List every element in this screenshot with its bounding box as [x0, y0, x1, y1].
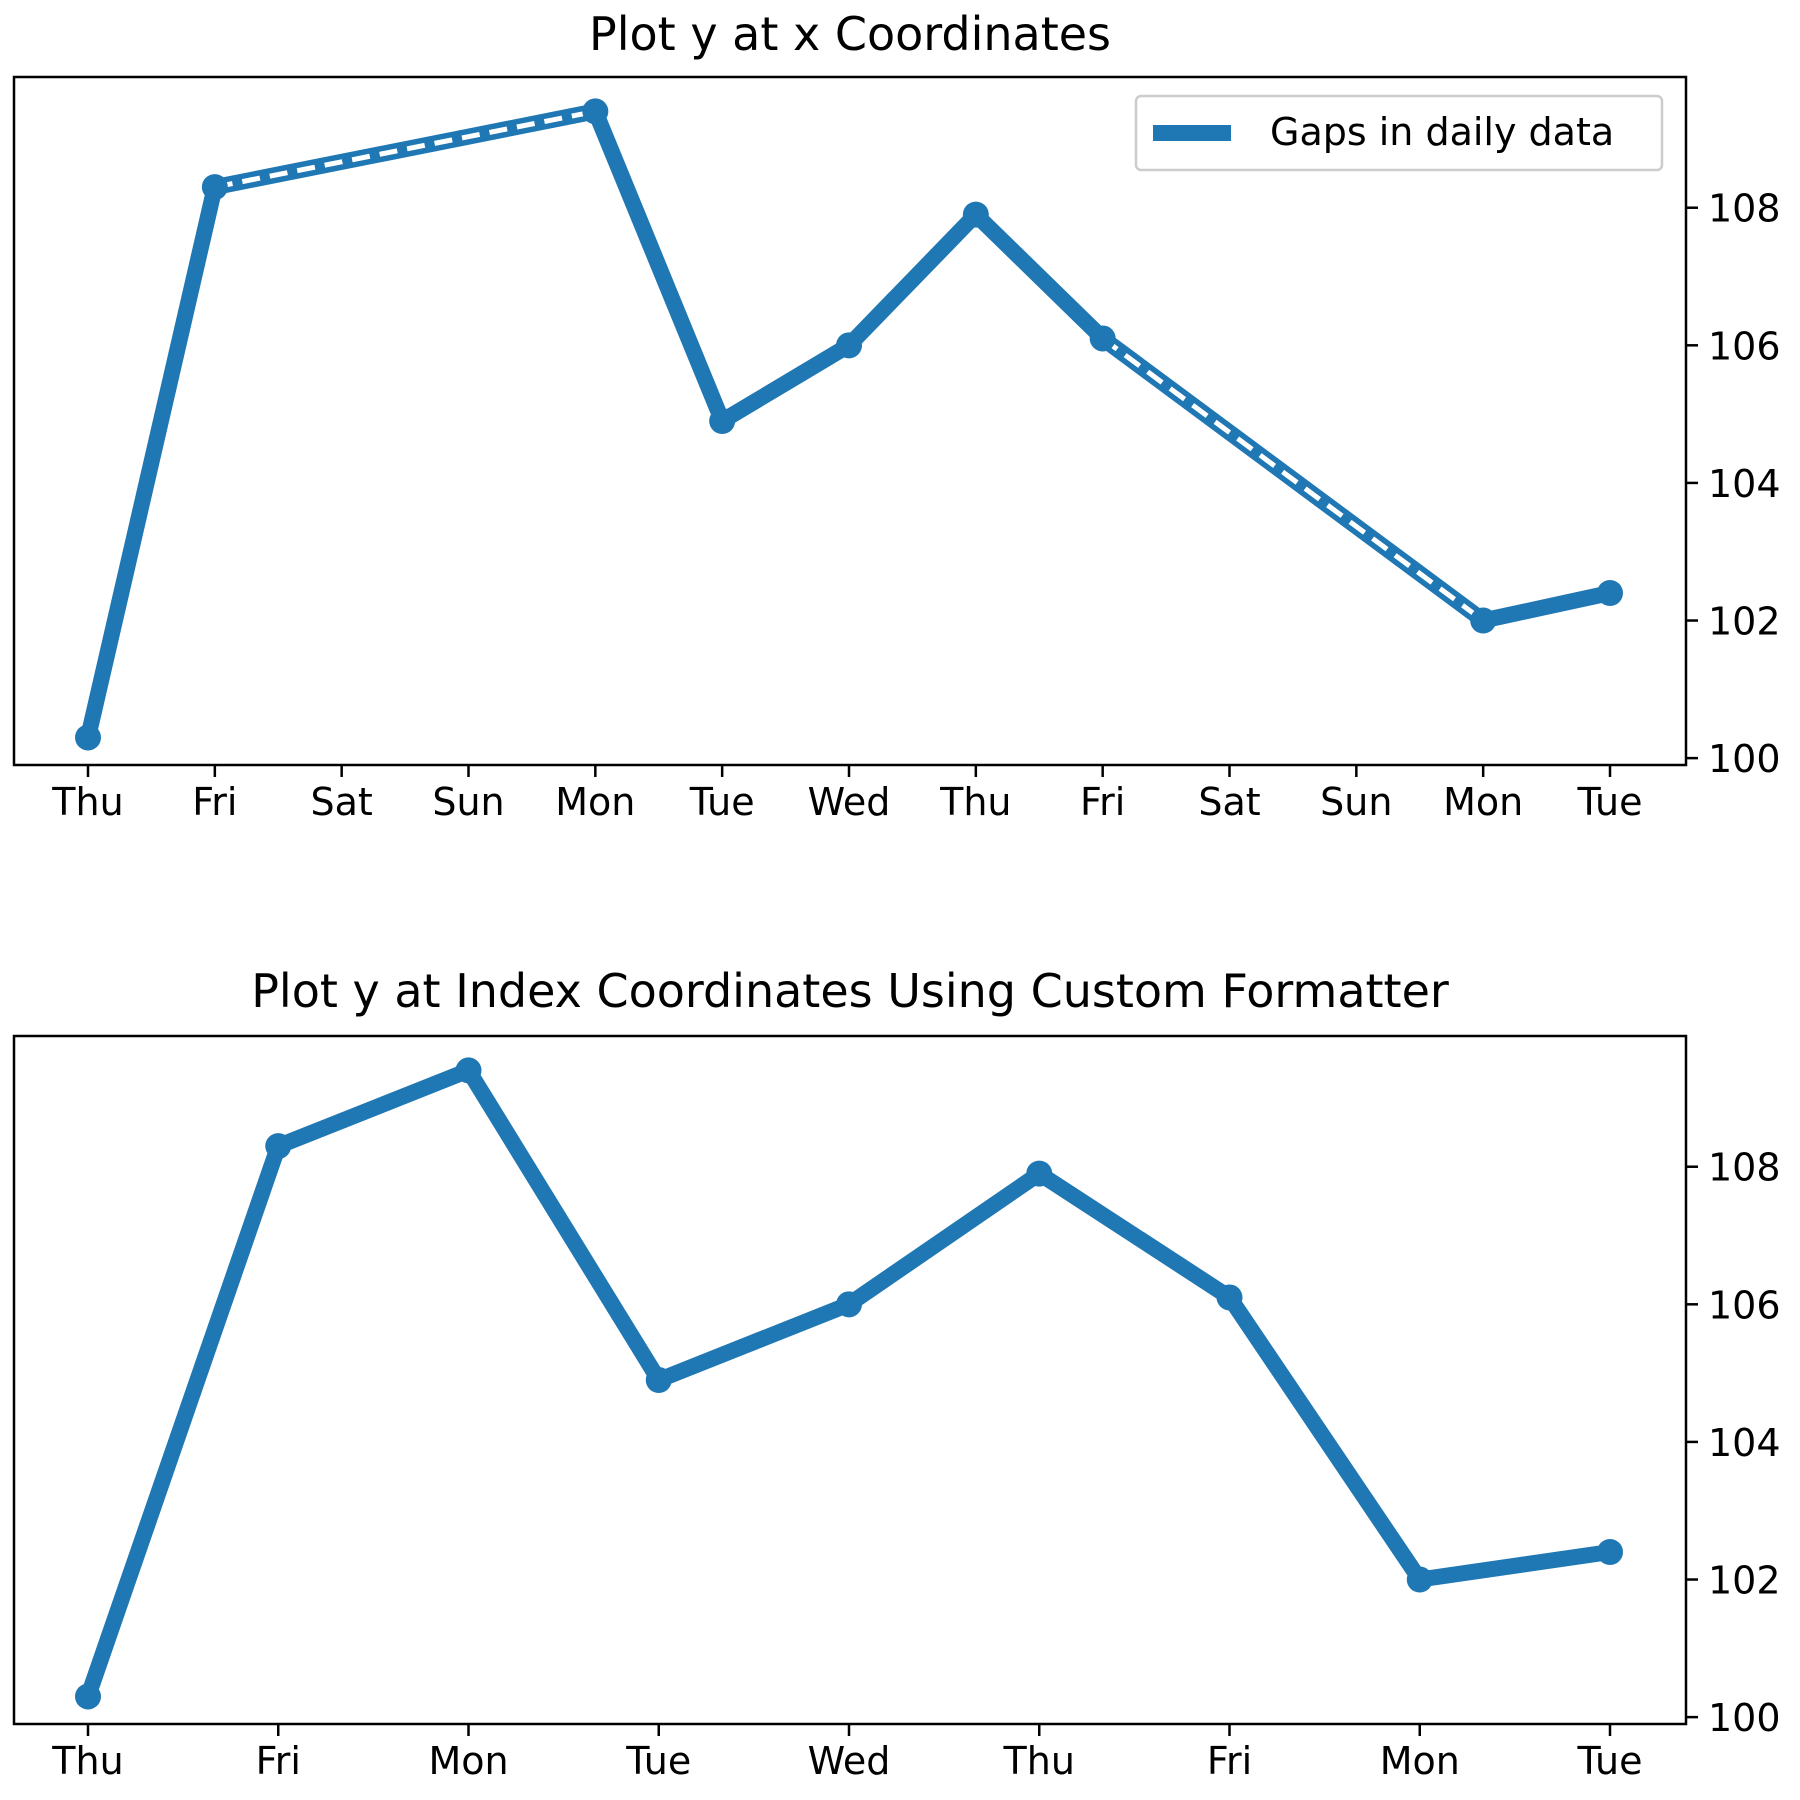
chart-top-data-point — [75, 724, 101, 751]
chart-top-x-tick-label: Tue — [1577, 780, 1643, 824]
chart-bottom-data-point — [1597, 1539, 1623, 1565]
chart-top-x-tick-label: Sun — [432, 780, 504, 824]
chart-top-x-tick-label: Wed — [808, 780, 891, 824]
chart-bottom-data-point — [1026, 1160, 1053, 1187]
legend: Gaps in daily data — [1134, 94, 1664, 172]
chart-bottom-x-tick-label: Thu — [1003, 1739, 1075, 1783]
chart-top-x-axis: Thu Fri Sat Sun Mon Tue Wed Thu Fri Sat Sun Mon Tue — [51, 765, 1642, 824]
chart-bottom-y-axis: 100 102 104 106 108 — [1686, 1146, 1781, 1740]
chart-top-plot-area — [75, 98, 1623, 751]
chart-top-x-tick-label: Thu — [939, 780, 1011, 824]
chart-bottom-y-tick-label: 106 — [1708, 1283, 1781, 1327]
chart-bottom-data-point — [1406, 1566, 1433, 1593]
chart-top-x-tick-label: Mon — [555, 780, 635, 824]
chart-top-data-point — [962, 201, 989, 228]
chart-bottom-data-point — [75, 1683, 101, 1710]
chart-top-y-tick-label: 106 — [1708, 324, 1781, 368]
chart-top-data-point — [1470, 607, 1497, 634]
chart-bottom-plot-area — [75, 1057, 1623, 1710]
chart-bottom-y-tick-label: 102 — [1708, 1559, 1781, 1603]
chart-top-x-tick-label: Sat — [311, 780, 373, 824]
chart-bottom-y-tick-label: 104 — [1708, 1421, 1781, 1465]
chart-bottom-x-tick-label: Tue — [1577, 1739, 1643, 1783]
chart-bottom-data-point — [1216, 1284, 1243, 1311]
chart-top-x-tick-label: Sun — [1320, 780, 1392, 824]
chart-top: Plot y at x Coordinates Thu Fri Sat Sun Mon T… — [12, 7, 1781, 824]
chart-top-data-point — [1597, 580, 1623, 606]
chart-bottom-x-tick-label: Thu — [51, 1739, 123, 1783]
chart-bottom-y-tick-label: 108 — [1708, 1146, 1781, 1190]
chart-bottom-data-point — [455, 1057, 482, 1084]
chart-bottom-y-tick-label: 100 — [1708, 1696, 1781, 1740]
chart-bottom-data-point — [836, 1291, 862, 1318]
chart-top-x-tick-label: Thu — [51, 780, 123, 824]
chart-top-y-tick-label: 100 — [1708, 737, 1781, 781]
chart-top-y-tick-label: 104 — [1708, 462, 1781, 506]
chart-bottom-x-tick-label: Mon — [1380, 1739, 1460, 1783]
chart-top-data-point — [582, 98, 609, 125]
chart-bottom-x-tick-label: Mon — [428, 1739, 508, 1783]
chart-bottom-x-tick-label: Fri — [1207, 1739, 1252, 1783]
chart-top-x-tick-label: Mon — [1443, 780, 1523, 824]
chart-top-y-axis: 100 102 104 106 108 — [1686, 187, 1781, 781]
chart-bottom-title: Plot y at Index Coordinates Using Custom… — [251, 964, 1449, 1018]
chart-top-gap-segment — [1101, 336, 1485, 623]
chart-top-x-tick-label: Sat — [1198, 780, 1260, 824]
chart-top-x-tick-label: Tue — [689, 780, 755, 824]
chart-top-y-tick-label: 108 — [1708, 187, 1781, 231]
chart-bottom-x-tick-label: Wed — [808, 1739, 891, 1783]
chart-top-data-point — [1089, 325, 1116, 352]
chart-top-data-point — [201, 174, 228, 201]
legend-box — [1134, 94, 1664, 172]
chart-bottom-x-tick-label: Tue — [625, 1739, 691, 1783]
chart-top-title: Plot y at x Coordinates — [589, 7, 1111, 61]
chart-top-y-tick-label: 102 — [1708, 600, 1781, 644]
chart-top-gap-segment — [214, 108, 596, 190]
chart-top-x-tick-label: Fri — [192, 780, 237, 824]
chart-bottom-x-tick-label: Fri — [256, 1739, 301, 1783]
chart-bottom-x-axis: Thu Fri Mon Tue Wed Thu Fri Mon Tue — [51, 1724, 1642, 1783]
chart-top-data-point — [709, 408, 736, 434]
chart-top-data-point — [836, 332, 862, 359]
chart-top-x-tick-label: Fri — [1080, 780, 1125, 824]
legend-label: Gaps in daily data — [1270, 110, 1614, 154]
chart-bottom-data-point — [645, 1367, 672, 1393]
chart-bottom-data-point — [265, 1133, 292, 1160]
chart-bottom: Plot y at Index Coordinates Using Custom… — [12, 964, 1781, 1783]
